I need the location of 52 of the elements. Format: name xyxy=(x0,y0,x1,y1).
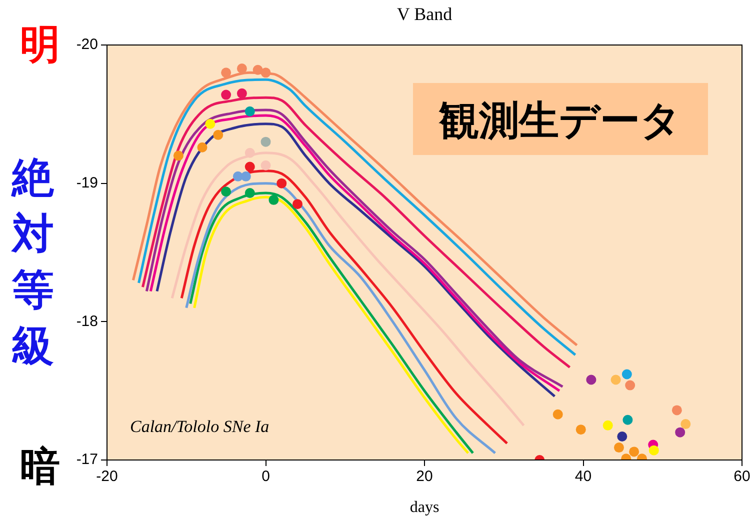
point xyxy=(586,374,596,385)
annotation: 観測生データ xyxy=(438,98,681,144)
point xyxy=(260,136,271,147)
point xyxy=(552,409,563,420)
point xyxy=(602,420,613,430)
point xyxy=(244,188,255,198)
point xyxy=(648,445,659,456)
point xyxy=(622,369,632,380)
text: 暗 xyxy=(20,444,60,490)
annotation: Calan/Tololo SNe Ia xyxy=(130,417,270,436)
point xyxy=(236,88,247,98)
point xyxy=(173,150,184,161)
point xyxy=(617,431,628,442)
x-tick-label: 40 xyxy=(574,468,592,486)
point xyxy=(610,374,621,385)
x-axis-title: days xyxy=(410,499,440,516)
point xyxy=(622,414,633,425)
point xyxy=(205,118,216,129)
y-tick-label: -20 xyxy=(76,36,98,54)
point xyxy=(680,419,691,430)
x-tick-label: -20 xyxy=(96,468,118,486)
y-tick-label: -19 xyxy=(76,174,98,192)
point xyxy=(260,160,271,170)
point xyxy=(221,90,232,100)
point xyxy=(629,446,640,457)
point xyxy=(240,171,251,182)
point xyxy=(252,64,263,75)
x-tick-label: 60 xyxy=(734,468,750,486)
x-tick-label: 0 xyxy=(262,468,270,486)
x-tick-label: 20 xyxy=(416,468,433,486)
point xyxy=(672,405,682,416)
text: 明 xyxy=(20,22,60,68)
point xyxy=(244,148,255,158)
point xyxy=(236,64,247,74)
y-axis-title: 絶対等級 xyxy=(12,152,55,372)
point xyxy=(213,130,224,140)
point xyxy=(268,194,279,205)
point xyxy=(675,427,686,438)
point xyxy=(276,178,287,188)
chart-title: V Band xyxy=(396,4,452,24)
point xyxy=(221,68,232,78)
point xyxy=(260,68,271,78)
point xyxy=(614,442,624,453)
point xyxy=(292,199,302,210)
point xyxy=(244,162,255,172)
point xyxy=(625,380,636,390)
y-tick-label: -18 xyxy=(76,312,98,330)
point xyxy=(221,186,232,197)
point xyxy=(576,424,586,435)
y-tick-label: -17 xyxy=(76,451,98,468)
point xyxy=(197,142,208,152)
point xyxy=(244,106,255,116)
